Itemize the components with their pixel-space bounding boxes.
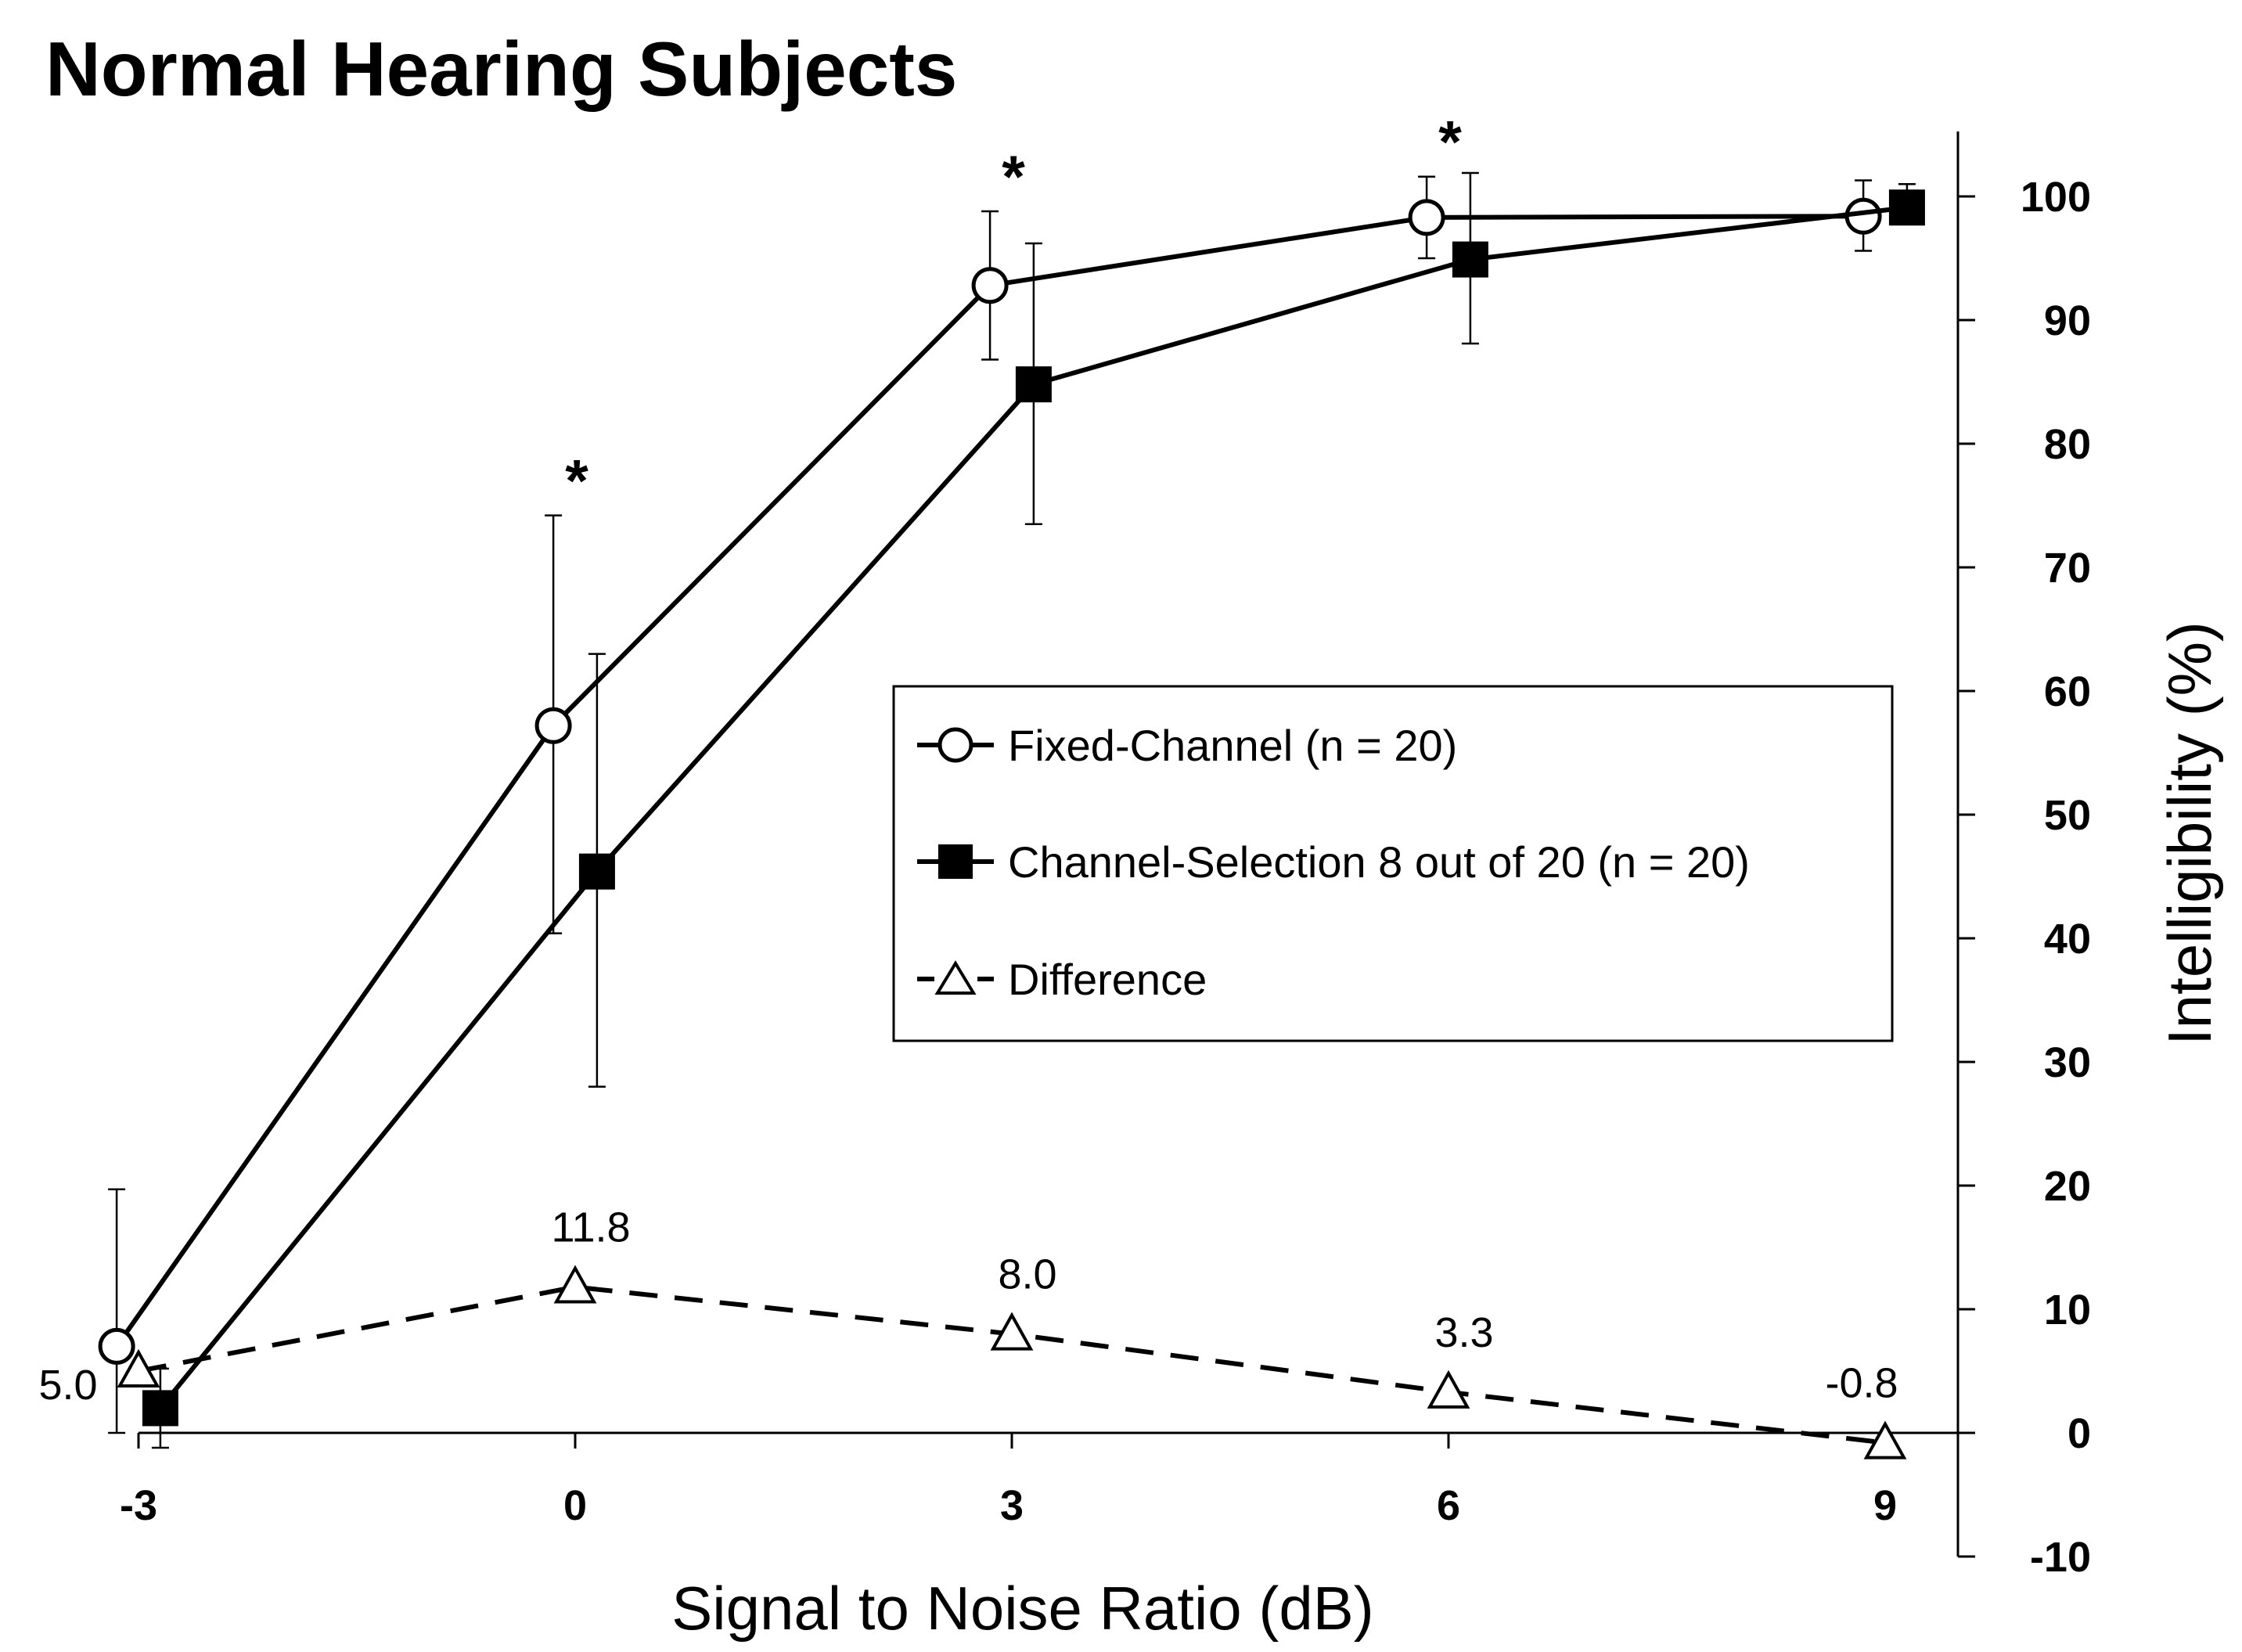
significance-marker: * [565,448,588,515]
y-tick-label: 30 [2044,1039,2091,1086]
legend-label-fixed-channel: Fixed-Channel (n = 20) [1008,721,1457,770]
y-axis-title: Intelligibility (%) [2155,621,2224,1046]
plot-area: -3 0 3 6 9 -10 0 10 20 30 40 50 60 70 80 90 100 5.0 11.8 8.… [38,110,2091,1581]
data-point-fixed-channel [1408,199,1445,236]
x-tick-label: 9 [1873,1482,1897,1529]
chart-title: Normal Hearing Subjects [45,26,957,112]
data-label-difference: 3.3 [1434,1309,1493,1356]
data-point-difference [990,1312,1034,1351]
legend-item-channel-selection: Channel-Selection 8 out of 20 (n = 20) [917,837,1750,887]
x-tick-label: 0 [563,1482,587,1529]
x-axis-title: Signal to Noise Ratio (dB) [671,1574,1373,1643]
data-point-channel-selection [1888,189,1925,226]
y-tick-label: 90 [2044,297,2091,344]
data-point-fixed-channel [98,1327,135,1365]
y-tick-label: 70 [2044,545,2091,592]
significance-marker: * [1002,144,1025,211]
significance-marker: * [1438,110,1462,176]
legend-box [892,685,1894,1042]
data-point-channel-selection [142,1390,178,1427]
y-tick-label: 10 [2044,1287,2091,1333]
x-tick-label: 6 [1437,1482,1460,1529]
y-tick-label: -10 [2030,1534,2091,1581]
y-tick-label: 40 [2044,916,2091,963]
data-point-channel-selection [578,853,615,890]
data-label-difference: 11.8 [551,1204,630,1251]
y-tick-label: 60 [2044,668,2091,715]
data-label-difference: -0.8 [1825,1360,1898,1407]
legend: Fixed-Channel (n = 20) Channel-Selection… [892,685,1894,1042]
data-label-difference: 8.0 [998,1251,1056,1298]
legend-item-difference: Difference [917,955,1207,1004]
y-tick-label: 80 [2044,421,2091,468]
legend-label-difference: Difference [1008,955,1207,1004]
data-point-difference [117,1348,160,1387]
legend-label-channel-selection: Channel-Selection 8 out of 20 (n = 20) [1008,837,1750,887]
x-tick-label: 3 [1000,1482,1024,1529]
series-line-3 [138,1284,1886,1445]
data-point-difference [1427,1369,1470,1409]
data-point-fixed-channel [534,707,572,744]
legend-item-fixed-channel: Fixed-Channel (n = 20) [917,721,1457,770]
x-tick-label: -3 [120,1482,157,1529]
data-label-difference: 5.0 [38,1362,97,1409]
y-tick-label: 0 [2067,1410,2091,1457]
data-point-difference [553,1265,597,1304]
data-point-channel-selection [1015,366,1052,403]
data-point-difference [1863,1420,1907,1459]
data-point-fixed-channel [971,267,1009,304]
y-tick-label: 100 [2021,174,2091,221]
y-tick-label: 20 [2044,1163,2091,1210]
data-point-channel-selection [1452,241,1488,278]
y-tick-label: 50 [2044,792,2091,839]
